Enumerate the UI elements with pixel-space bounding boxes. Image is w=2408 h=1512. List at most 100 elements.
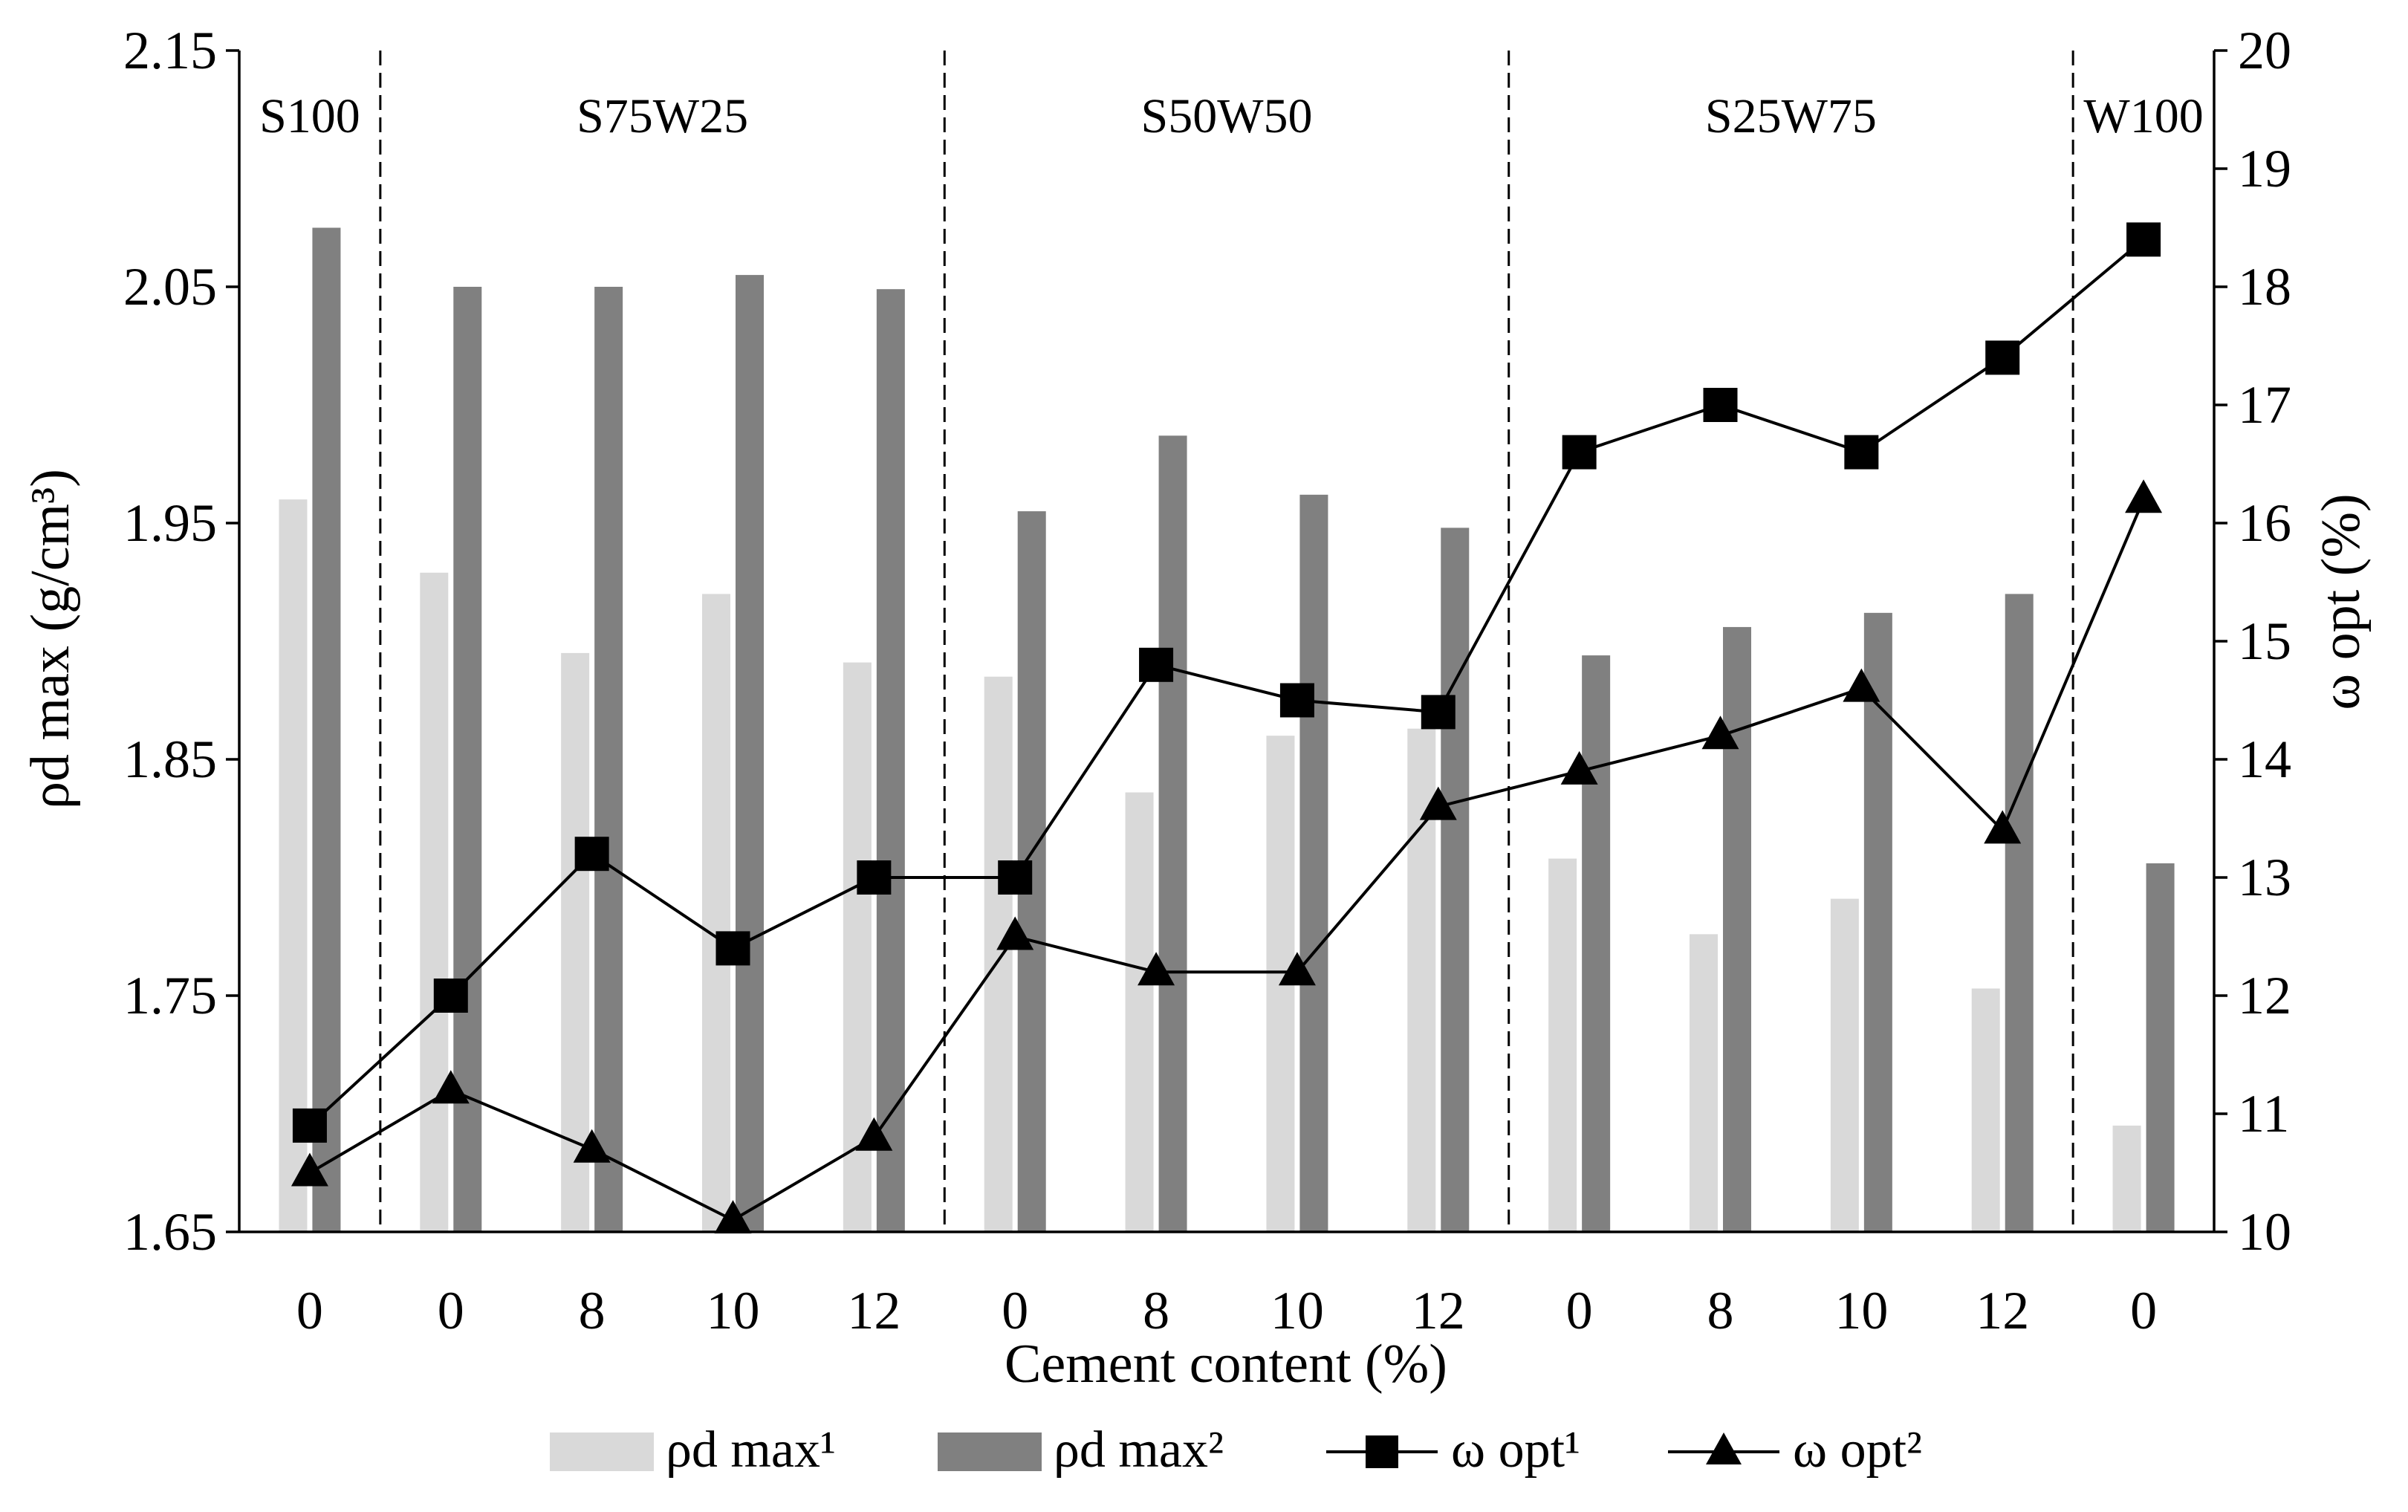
bar-series2-4 [876,289,905,1233]
y2-tick-label-10: 20 [2238,21,2291,80]
group-label-4: W100 [2083,89,2203,143]
marker-square-0 [292,1108,327,1143]
x-tick-label-9: 0 [1566,1281,1593,1340]
marker-triangle-10 [1701,716,1739,750]
marker-square-12 [1985,340,2020,375]
marker-square-5 [998,860,1033,895]
bar-series2-13 [2146,863,2175,1232]
x-tick-label-1: 0 [438,1281,464,1340]
marker-square-10 [1703,388,1738,422]
marker-triangle-7 [1278,952,1316,986]
y-tick-label-1: 1.75 [123,966,217,1025]
y-tick-label-0: 1.65 [123,1202,217,1262]
y2-axis-title: ω opt (%) [2311,493,2372,710]
bar-series2-10 [1723,626,1751,1232]
bar-series1-2 [561,652,590,1232]
x-tick-label-13: 0 [2130,1281,2157,1340]
marker-triangle-12 [1984,810,2022,844]
marker-triangle-3 [714,1200,752,1234]
bar-series2-0 [312,227,341,1232]
group-labels: S100 S75W25 S50W50 S25W75 W100 [259,89,2204,143]
x-tick-label-10: 8 [1707,1281,1734,1340]
marker-triangle-5 [996,916,1034,950]
bar-series2-7 [1299,494,1328,1232]
bar-series2-1 [453,287,482,1232]
bar-series2-3 [736,275,764,1233]
legend-marker-3 [1706,1432,1742,1464]
marker-square-6 [1139,647,1174,682]
group-label-3: S25W75 [1705,89,1877,143]
tick-labels: 1.65 1.75 1.85 1.95 2.05 2.15 10 11 12 13 14 15 16 17… [123,21,2291,1340]
bar-series2-12 [2005,594,2034,1232]
legend-swatch-0 [550,1432,654,1471]
bar-series2-9 [1582,655,1611,1232]
bar-series1-6 [1125,792,1154,1232]
lines-layer [291,222,2163,1234]
marker-triangle-11 [1843,668,1880,702]
bar-series1-5 [984,676,1013,1232]
group-separators [379,51,2074,1232]
marker-triangle-4 [855,1117,893,1151]
x-tick-label-4: 12 [847,1281,900,1340]
legend-label-0: ρd max¹ [666,1421,836,1479]
y-axis-title: ρd max (g/cm³) [20,469,81,809]
y2-tick-label-9: 19 [2238,139,2291,198]
bar-series2-6 [1158,435,1187,1232]
y-tick-label-2: 1.85 [123,730,217,789]
x-tick-label-7: 10 [1270,1281,1324,1340]
x-tick-label-12: 12 [1976,1281,2029,1340]
axes-layer [226,49,2227,1233]
marker-square-11 [1844,435,1879,470]
bar-series1-1 [420,572,449,1232]
marker-triangle-13 [2125,479,2163,513]
y2-tick-label-6: 16 [2238,493,2291,553]
bar-series1-11 [1830,898,1859,1232]
legend: ρd max¹ ρd max² ω opt¹ ω opt² [550,1421,1922,1479]
marker-square-1 [433,979,468,1013]
marker-triangle-6 [1138,952,1175,986]
bars-layer [279,227,2175,1233]
marker-triangle-2 [573,1129,611,1163]
bar-series1-10 [1690,934,1718,1232]
x-tick-label-0: 0 [296,1281,323,1340]
marker-triangle-9 [1560,750,1598,785]
marker-square-13 [2126,222,2161,257]
y2-tick-label-8: 18 [2238,257,2291,317]
bar-series1-3 [702,594,730,1232]
marker-square-4 [857,860,892,895]
y-tick-label-4: 2.05 [123,257,217,317]
line-series-2 [308,499,2145,1222]
legend-label-2: ω opt¹ [1451,1421,1580,1479]
marker-triangle-0 [291,1152,328,1187]
legend-swatch-1 [938,1432,1042,1471]
group-label-2: S50W50 [1141,89,1313,143]
marker-square-8 [1421,695,1455,730]
bar-series1-13 [2112,1125,2141,1232]
marker-square-3 [715,931,750,966]
marker-square-9 [1562,435,1597,470]
bar-series1-12 [1971,988,2000,1232]
bar-series2-2 [594,287,623,1232]
y2-tick-label-1: 11 [2238,1084,2289,1143]
x-tick-label-8: 12 [1412,1281,1465,1340]
x-tick-label-2: 8 [579,1281,606,1340]
y2-tick-label-3: 13 [2238,848,2291,907]
group-label-0: S100 [259,89,360,143]
y-tick-label-3: 1.95 [123,493,217,553]
y2-tick-label-0: 10 [2238,1202,2291,1262]
marker-square-2 [574,837,609,872]
y2-tick-label-4: 14 [2238,730,2291,789]
y-tick-label-5: 2.15 [123,21,217,80]
line-series-1 [308,238,2145,1127]
y2-tick-label-5: 15 [2238,611,2291,671]
x-axis-title: Cement content (%) [1005,1334,1447,1395]
x-tick-label-11: 10 [1834,1281,1888,1340]
x-tick-label-6: 8 [1143,1281,1169,1340]
bar-series2-8 [1441,528,1470,1232]
marker-square-7 [1279,683,1314,718]
legend-label-3: ω opt² [1793,1421,1922,1479]
y2-tick-label-2: 12 [2238,966,2291,1025]
bar-series1-9 [1548,858,1577,1232]
